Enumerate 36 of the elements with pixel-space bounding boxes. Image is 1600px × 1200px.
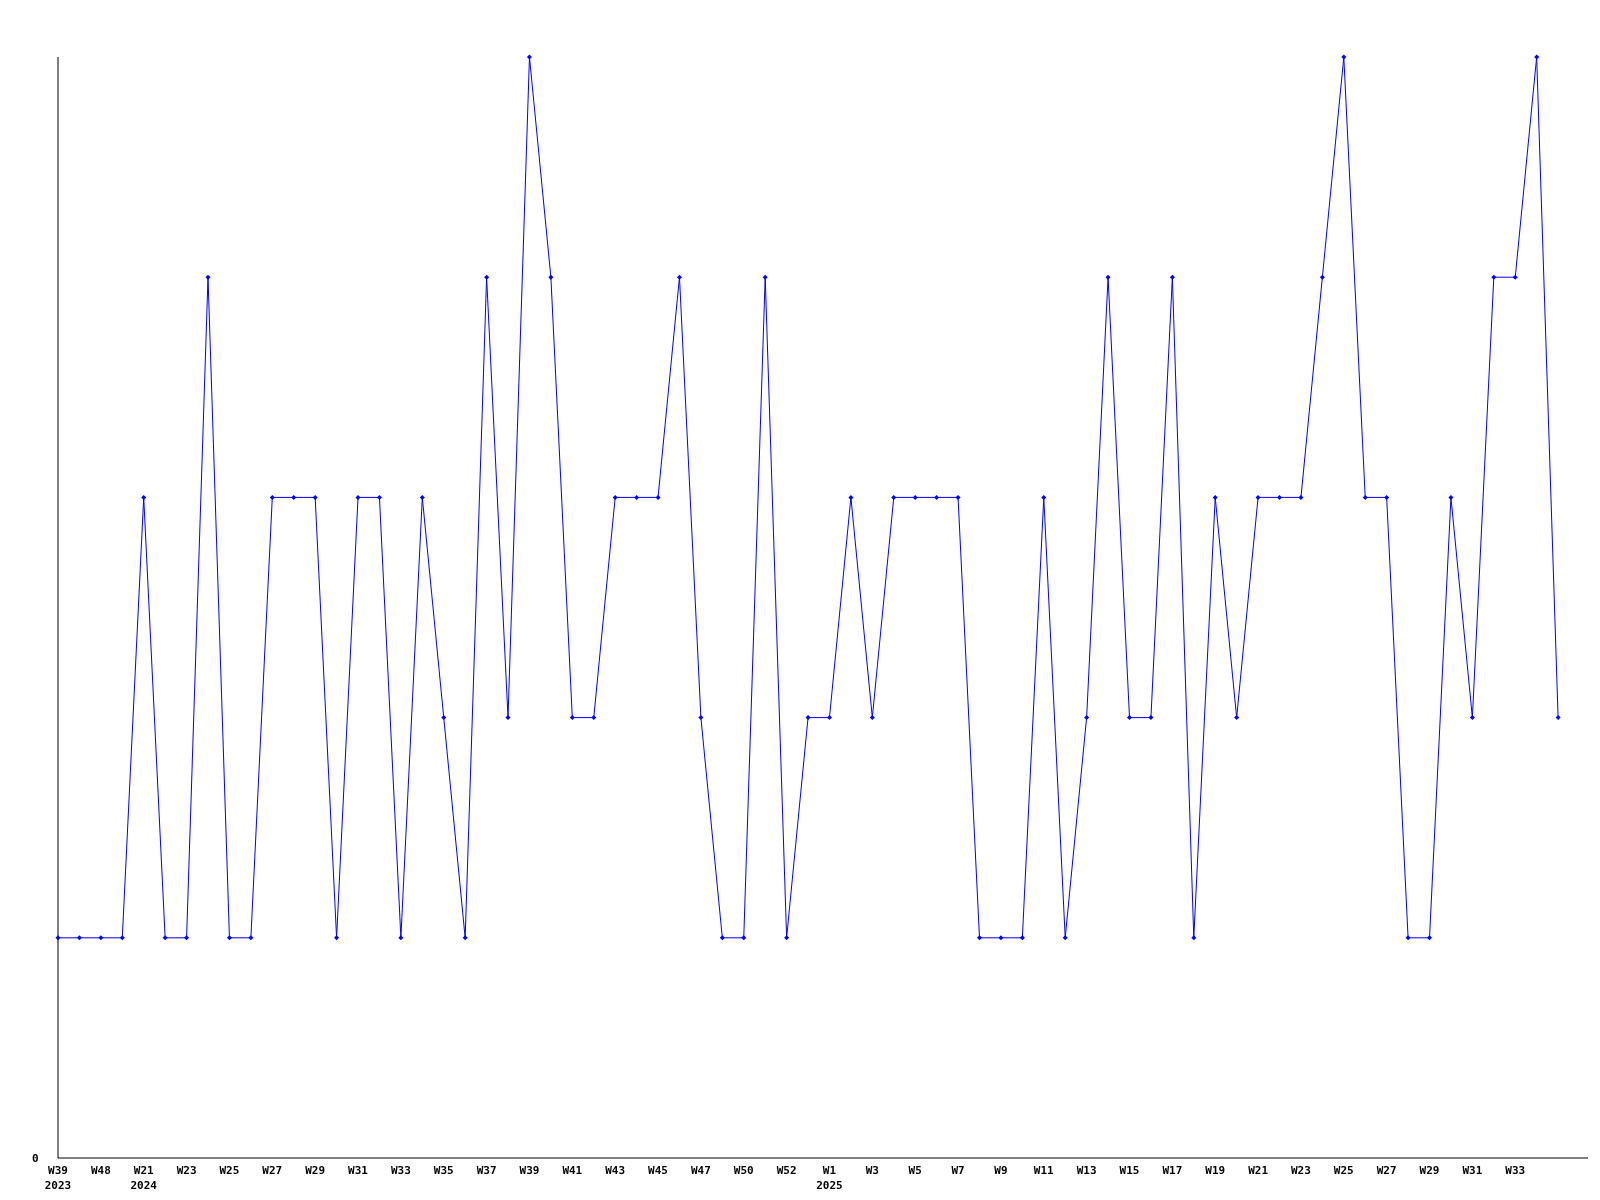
x-tick-label: W35 — [433, 1164, 454, 1177]
x-tick-label: W7 — [951, 1164, 965, 1177]
x-tick-label: W25 — [219, 1164, 240, 1177]
x-tick-label: W29 — [1419, 1164, 1440, 1177]
x-tick-label: W43 — [605, 1164, 626, 1177]
x-tick-label: W27 — [1376, 1164, 1397, 1177]
x-tick-label: W27 — [262, 1164, 283, 1177]
x-tick-label: W13 — [1076, 1164, 1097, 1177]
x-tick-label: W9 — [994, 1164, 1008, 1177]
x-tick-label: W15 — [1119, 1164, 1140, 1177]
x-tick-label: W50 — [733, 1164, 754, 1177]
x-tick-label: W11 — [1033, 1164, 1055, 1177]
x-tick-label: W23 — [176, 1164, 197, 1177]
x-tick-label: W31 — [1462, 1164, 1483, 1177]
x-tick-label: W21 2024 — [130, 1164, 158, 1192]
x-tick-label: W1 2025 — [816, 1164, 843, 1192]
x-tick-label: W39 2023 — [44, 1164, 72, 1192]
x-tick-label: W3 — [865, 1164, 879, 1177]
x-tick-label: W39 — [519, 1164, 540, 1177]
x-tick-label: W5 — [908, 1164, 922, 1177]
x-tick-label: W33 — [1505, 1164, 1526, 1177]
x-tick-label: W37 — [476, 1164, 497, 1177]
x-tick-label: W31 — [348, 1164, 369, 1177]
x-tick-label: W52 — [776, 1164, 797, 1177]
x-tick-label: W19 — [1205, 1164, 1226, 1177]
x-tick-label: W25 — [1333, 1164, 1354, 1177]
x-tick-label: W45 — [648, 1164, 668, 1177]
x-tick-label: W33 — [390, 1164, 411, 1177]
x-tick-label: W47 — [690, 1164, 711, 1177]
x-tick-label: W23 — [1291, 1164, 1311, 1177]
text: 0 — [32, 1152, 39, 1165]
x-tick-label: W41 — [562, 1164, 583, 1177]
x-tick-label: W29 — [305, 1164, 326, 1177]
x-tick-label: W17 — [1162, 1164, 1183, 1177]
x-tick-label: W21 — [1248, 1164, 1269, 1177]
x-tick-label: W48 — [90, 1164, 111, 1177]
